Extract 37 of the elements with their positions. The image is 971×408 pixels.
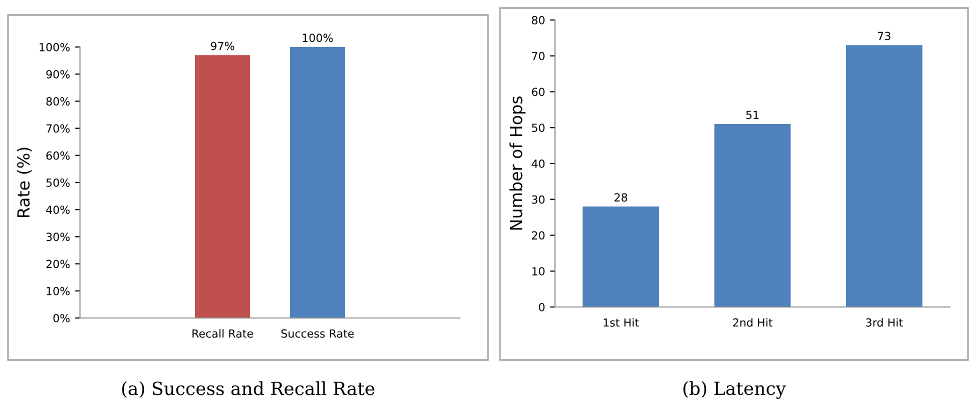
text: (a) Success and Recall Rate: [122, 381, 374, 398]
y-tick-label: 50%: [46, 178, 70, 187]
y-tick-label: 40: [532, 159, 545, 168]
y-tick-label: 70: [532, 52, 545, 60]
y-tick-label: 40%: [46, 206, 70, 214]
y-tick-label: 80: [532, 16, 545, 24]
text: (b) Latency: [683, 381, 786, 399]
y-tick-label: 0: [538, 302, 545, 312]
data-label: 28: [614, 193, 628, 202]
data-label: 100%: [302, 34, 333, 42]
y-tick-label: 100%: [40, 42, 70, 52]
y-axis-title: Number of Hops: [509, 96, 526, 230]
data-label: 73: [878, 32, 890, 40]
bar: [582, 206, 660, 307]
y-tick-label: 90%: [46, 70, 70, 78]
data-label: 97%: [210, 42, 234, 50]
y-tick-label: 30%: [46, 232, 70, 242]
bar: [846, 45, 922, 307]
y-tick-label: 20: [532, 231, 545, 240]
y-tick-label: 60%: [46, 151, 70, 160]
y-tick-label: 60: [532, 88, 545, 96]
y-tick-label: 30: [532, 195, 545, 204]
y-tick-label: 10%: [46, 286, 70, 296]
bar: [714, 124, 791, 307]
y-tick-label: 70%: [46, 124, 70, 133]
y-axis-title: Rate (%): [16, 148, 32, 218]
y-tick-label: 50: [532, 124, 545, 132]
data-label: 51: [746, 110, 759, 120]
y-tick-label: 20%: [46, 260, 70, 268]
y-tick-label: 10: [532, 267, 545, 276]
x-tick-label: 2nd Hit: [733, 318, 772, 327]
x-tick-label: 1st Hit: [604, 318, 639, 327]
x-tick-label: 3rd Hit: [866, 318, 903, 327]
x-tick-label: Recall Rate: [192, 329, 253, 338]
x-tick-label: Success Rate: [281, 329, 354, 338]
y-tick-label: 80%: [46, 97, 70, 106]
y-tick-label: 0%: [53, 314, 70, 322]
